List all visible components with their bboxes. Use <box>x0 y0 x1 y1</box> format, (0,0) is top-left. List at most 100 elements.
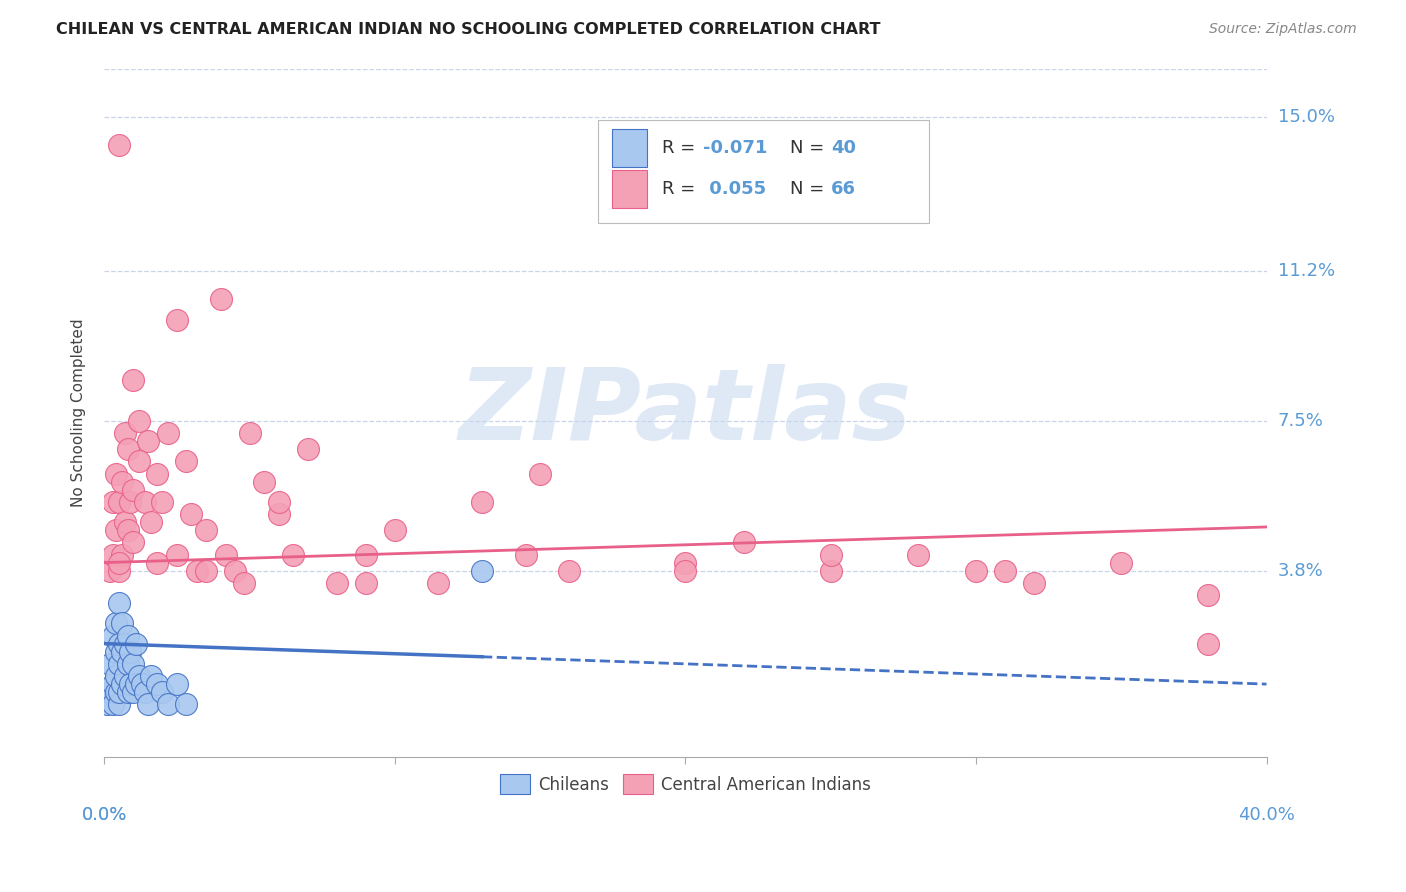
Point <box>195 523 218 537</box>
Point <box>108 138 131 153</box>
Point <box>111 677 134 691</box>
Point <box>515 548 537 562</box>
FancyBboxPatch shape <box>612 129 647 167</box>
Point <box>104 467 127 481</box>
Point <box>101 548 124 562</box>
Text: -0.071: -0.071 <box>703 139 768 157</box>
Point <box>1197 588 1219 602</box>
Point <box>471 495 494 509</box>
Point <box>145 677 167 691</box>
Point <box>122 657 145 671</box>
Point <box>117 523 139 537</box>
Point <box>139 515 162 529</box>
Point <box>1197 637 1219 651</box>
Point <box>101 677 124 691</box>
Point <box>114 669 136 683</box>
Point <box>384 523 406 537</box>
Text: R =: R = <box>662 139 702 157</box>
Text: 11.2%: 11.2% <box>1278 262 1334 280</box>
Point <box>283 548 305 562</box>
Point <box>1022 575 1045 590</box>
Point <box>104 645 127 659</box>
Text: 0.0%: 0.0% <box>82 805 127 823</box>
Point <box>239 425 262 440</box>
Point <box>122 373 145 387</box>
Point <box>114 515 136 529</box>
Point <box>108 596 131 610</box>
Point <box>166 548 188 562</box>
Point <box>145 556 167 570</box>
Point <box>427 575 450 590</box>
FancyBboxPatch shape <box>612 170 647 208</box>
Point <box>174 698 197 712</box>
Point <box>98 685 121 699</box>
Point <box>98 564 121 578</box>
Point <box>108 698 131 712</box>
Point <box>108 657 131 671</box>
Point <box>131 677 153 691</box>
Text: 3.8%: 3.8% <box>1278 562 1323 580</box>
Point <box>166 312 188 326</box>
Text: 15.0%: 15.0% <box>1278 108 1334 126</box>
Point <box>111 475 134 489</box>
Text: N =: N = <box>790 139 830 157</box>
Point <box>108 685 131 699</box>
Point <box>128 414 150 428</box>
Point <box>232 575 254 590</box>
Point <box>101 495 124 509</box>
FancyBboxPatch shape <box>598 120 929 223</box>
Text: R =: R = <box>662 180 702 198</box>
Point <box>104 669 127 683</box>
Point <box>128 454 150 468</box>
Point <box>820 548 842 562</box>
Point <box>471 564 494 578</box>
Point <box>253 475 276 489</box>
Point <box>174 454 197 468</box>
Point <box>152 495 174 509</box>
Point <box>136 698 159 712</box>
Point <box>114 637 136 651</box>
Point <box>907 548 929 562</box>
Point <box>558 564 581 578</box>
Point <box>965 564 987 578</box>
Point <box>117 628 139 642</box>
Point <box>529 467 551 481</box>
Point <box>128 669 150 683</box>
Point <box>673 564 696 578</box>
Point <box>673 556 696 570</box>
Point <box>354 548 377 562</box>
Point <box>195 564 218 578</box>
Point <box>108 564 131 578</box>
Text: ZIPatlas: ZIPatlas <box>458 364 912 461</box>
Point <box>101 628 124 642</box>
Text: 0.055: 0.055 <box>703 180 766 198</box>
Point <box>125 677 148 691</box>
Point <box>117 685 139 699</box>
Point <box>1109 556 1132 570</box>
Point <box>122 685 145 699</box>
Point <box>111 645 134 659</box>
Point <box>108 637 131 651</box>
Point <box>209 293 232 307</box>
Point <box>125 637 148 651</box>
Point <box>104 616 127 631</box>
Point <box>120 677 142 691</box>
Text: 66: 66 <box>831 180 856 198</box>
Point <box>267 495 290 509</box>
Point <box>733 535 755 549</box>
Point <box>108 495 131 509</box>
Point <box>820 564 842 578</box>
Point <box>114 425 136 440</box>
Point <box>104 523 127 537</box>
Text: N =: N = <box>790 180 830 198</box>
Legend: Chileans, Central American Indians: Chileans, Central American Indians <box>494 768 877 800</box>
Point <box>994 564 1017 578</box>
Point <box>134 685 156 699</box>
Point <box>152 685 174 699</box>
Point <box>117 657 139 671</box>
Point <box>180 507 202 521</box>
Point <box>354 575 377 590</box>
Point <box>134 495 156 509</box>
Point <box>326 575 349 590</box>
Text: 40: 40 <box>831 139 856 157</box>
